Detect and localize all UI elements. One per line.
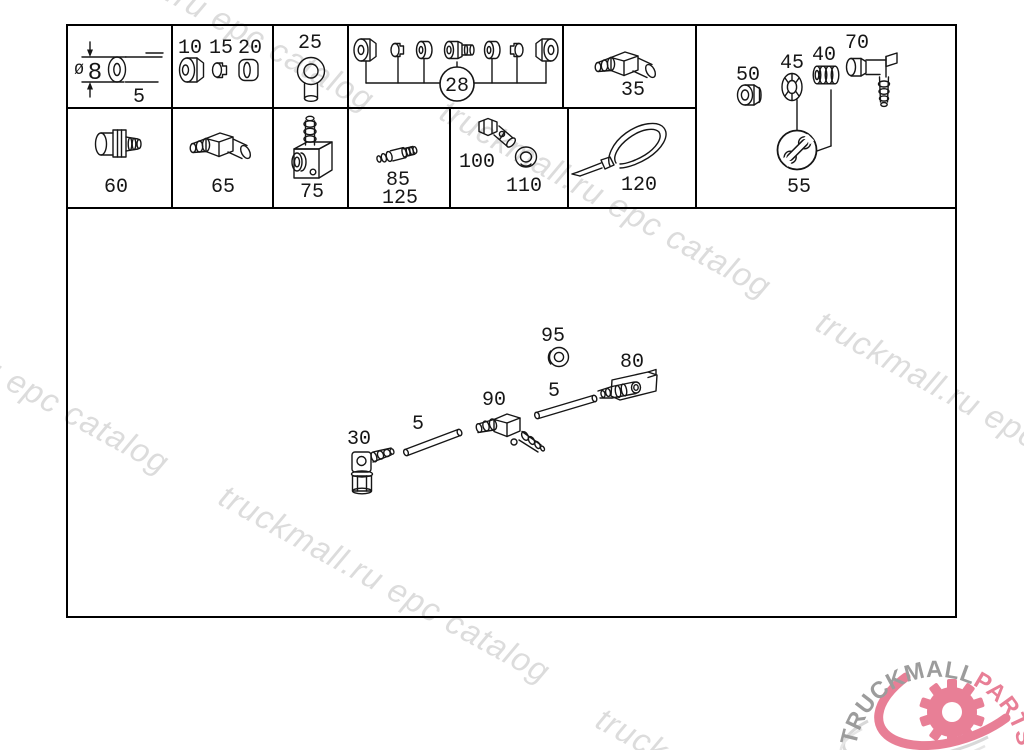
- part-65-drawing: [189, 132, 254, 161]
- part-label-15: 15: [209, 37, 233, 60]
- tube-2-label: 5: [548, 380, 560, 403]
- part-15-drawing: [211, 62, 228, 79]
- logo-gear-icon: [919, 679, 985, 745]
- part-label-20: 20: [238, 37, 262, 60]
- parts-table-grid: [66, 24, 957, 618]
- part-35-drawing: [594, 51, 657, 79]
- part-label-35: 35: [621, 79, 645, 102]
- part-label-120: 120: [621, 174, 657, 197]
- part-5-tube-drawing: [81, 41, 164, 98]
- part-70-drawing: [845, 52, 898, 108]
- wrench-icon: [776, 89, 832, 171]
- part-75-drawing: [291, 115, 333, 179]
- part-label-80: 80: [620, 351, 644, 374]
- tube-1-label: 5: [412, 413, 424, 436]
- part-label-55: 55: [787, 176, 811, 199]
- part-20-drawing: [238, 58, 259, 82]
- part-10-drawing: [178, 57, 205, 83]
- part-label-45: 45: [780, 52, 804, 75]
- part-label-70: 70: [845, 32, 869, 55]
- part-label-85: 85: [386, 169, 410, 192]
- part-label-50: 50: [736, 64, 760, 87]
- part-45-drawing: [781, 72, 803, 102]
- part-60-drawing: [94, 129, 142, 158]
- part-40-drawing: [812, 65, 840, 85]
- part-label-75: 75: [300, 181, 324, 204]
- tube-2-drawing: [533, 394, 598, 420]
- part-label-100: 100: [459, 151, 495, 174]
- part-label-95: 95: [541, 325, 565, 348]
- part-label-5: 5: [133, 86, 145, 109]
- part-label-125: 125: [382, 187, 418, 210]
- tube-1-drawing: [402, 428, 463, 457]
- part-label-28: 28: [445, 75, 469, 98]
- part-95-drawing: [547, 346, 570, 368]
- part-110-drawing: [514, 146, 538, 168]
- part-120-drawing: [571, 122, 667, 177]
- part-label-diameter-value: 8: [88, 60, 102, 87]
- part-label-25: 25: [298, 32, 322, 55]
- part-25-drawing: [296, 56, 326, 102]
- part-label-60: 60: [104, 176, 128, 199]
- part-80-drawing: [597, 368, 658, 401]
- part-50-drawing: [736, 84, 762, 106]
- part-label-30: 30: [347, 428, 371, 451]
- brand-logo: TRUCKMALLPARTS: [835, 656, 1024, 750]
- part-label-65: 65: [211, 176, 235, 199]
- part-label-10: 10: [178, 37, 202, 60]
- part-100-drawing: [478, 117, 517, 148]
- part-85-drawing: [376, 145, 418, 163]
- part-label-diameter-symbol: Ø: [74, 61, 84, 79]
- part-30-drawing: [350, 447, 395, 495]
- part-label-110: 110: [506, 175, 542, 198]
- part-90-drawing: [475, 413, 546, 453]
- part-28-group-drawing: [353, 38, 559, 102]
- part-label-90: 90: [482, 389, 506, 412]
- part-label-40: 40: [812, 44, 836, 67]
